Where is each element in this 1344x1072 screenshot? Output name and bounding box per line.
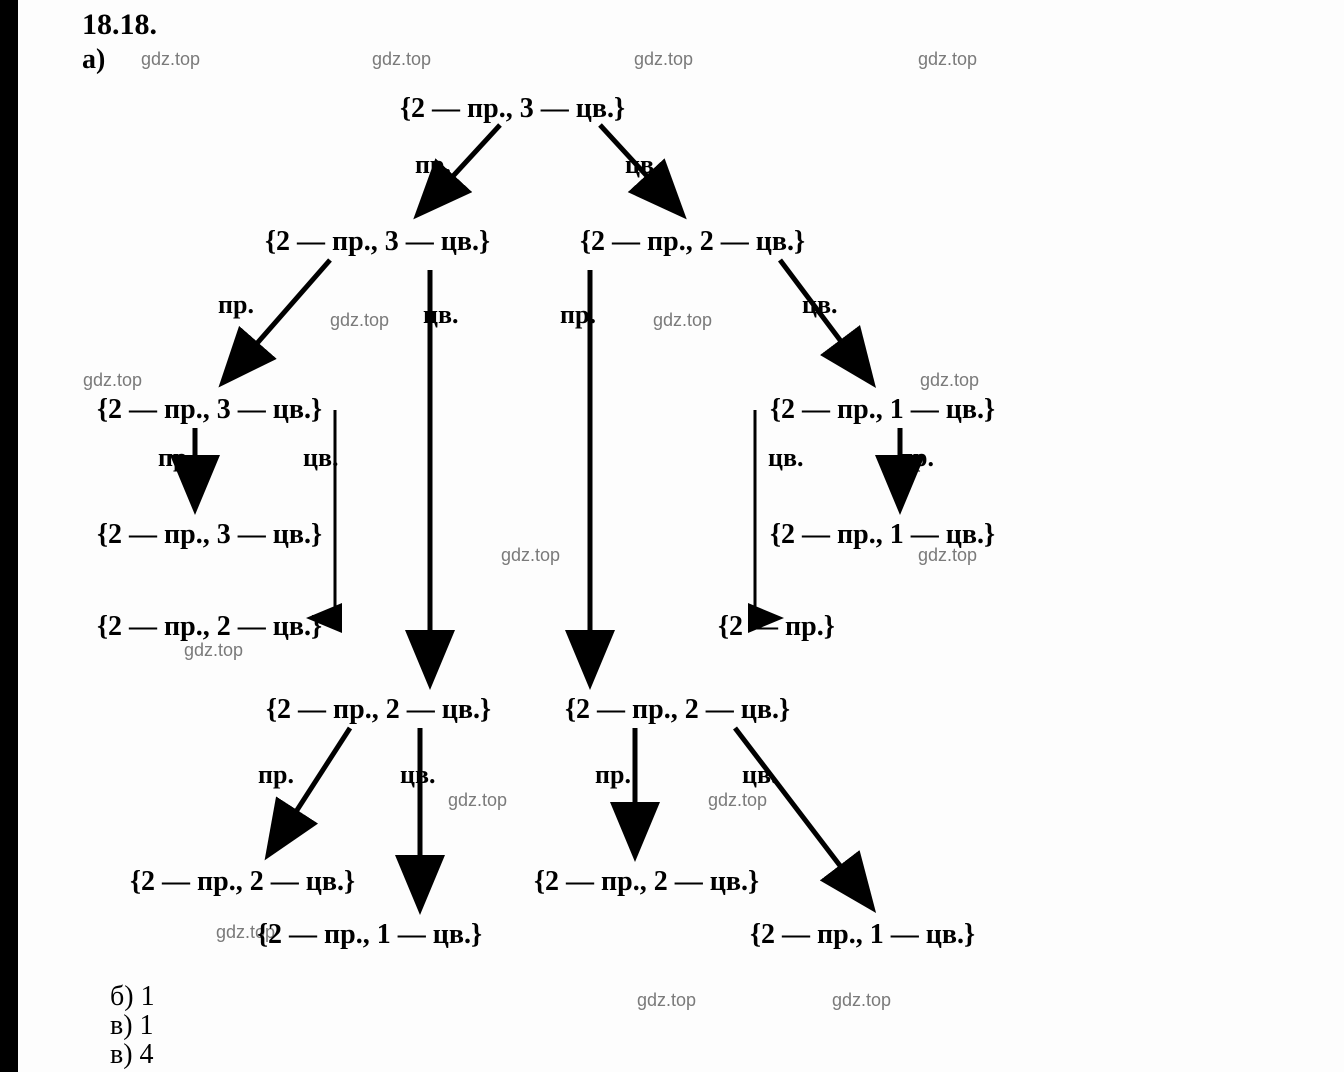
- problem-number: 18.18.: [82, 8, 157, 42]
- edge-label-cv: цв.: [802, 290, 838, 320]
- watermark: gdz.top: [637, 990, 696, 1011]
- watermark: gdz.top: [372, 49, 431, 70]
- tree-node: {2 — пр., 3 — цв.}: [97, 519, 322, 551]
- edge-label-pr: пр.: [415, 150, 451, 180]
- watermark: gdz.top: [141, 49, 200, 70]
- edge-label-cv: цв.: [625, 150, 661, 180]
- tree-node: {2 — пр., 2 — цв.}: [266, 694, 491, 726]
- answer-b: б) 1: [110, 981, 155, 1013]
- watermark: gdz.top: [918, 49, 977, 70]
- part-a-label: а): [82, 44, 105, 76]
- edge-label-cv: цв.: [303, 443, 339, 473]
- watermark: gdz.top: [448, 790, 507, 811]
- tree-node: {2 — пр., 2 — цв.}: [97, 611, 322, 643]
- edge-label-pr: пр.: [595, 760, 631, 790]
- tree-node: {2 — пр., 1 — цв.}: [770, 519, 995, 551]
- watermark: gdz.top: [634, 49, 693, 70]
- watermark: gdz.top: [83, 370, 142, 391]
- edge-label-cv: цв.: [742, 760, 778, 790]
- answer-v2: в) 4: [110, 1039, 154, 1071]
- tree-node-root: {2 — пр., 3 — цв.}: [400, 93, 625, 125]
- tree-node: {2 — пр., 2 — цв.}: [534, 866, 759, 898]
- tree-node: {2 — пр., 3 — цв.}: [97, 394, 322, 426]
- edge-label-pr: пр.: [898, 443, 934, 473]
- watermark: gdz.top: [832, 990, 891, 1011]
- watermark: gdz.top: [184, 640, 243, 661]
- tree-node: {2 — пр., 1 — цв.}: [770, 394, 995, 426]
- edge-label-pr: пр.: [258, 760, 294, 790]
- tree-node: {2 — пр., 1 — цв.}: [750, 919, 975, 951]
- edge-label-cv: цв.: [768, 443, 804, 473]
- left-margin-strip: [0, 0, 18, 1072]
- edge-label-pr: пр.: [218, 290, 254, 320]
- edge-label-pr: пр.: [560, 300, 596, 330]
- edge-label-pr: пр.: [158, 443, 194, 473]
- tree-node: {2 — пр., 2 — цв.}: [580, 226, 805, 258]
- tree-node: {2 — пр., 3 — цв.}: [265, 226, 490, 258]
- tree-node: {2 — пр., 2 — цв.}: [130, 866, 355, 898]
- watermark: gdz.top: [501, 545, 560, 566]
- tree-node: {2 — пр., 1 — цв.}: [257, 919, 482, 951]
- watermark: gdz.top: [920, 370, 979, 391]
- edge-label-cv: цв.: [423, 300, 459, 330]
- watermark: gdz.top: [653, 310, 712, 331]
- edge-label-cv: цв.: [400, 760, 436, 790]
- tree-node: {2 — пр., 2 — цв.}: [565, 694, 790, 726]
- tree-node: {2 — пр.}: [718, 611, 835, 643]
- watermark: gdz.top: [708, 790, 767, 811]
- watermark: gdz.top: [330, 310, 389, 331]
- answer-v: в) 1: [110, 1010, 154, 1042]
